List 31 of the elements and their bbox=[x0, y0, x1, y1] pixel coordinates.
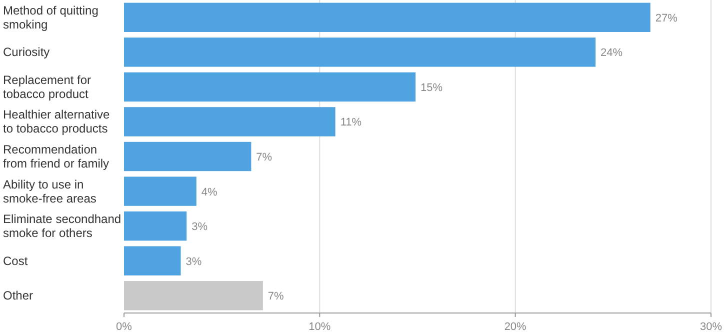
y-tick-label: Recommendation from friend or family bbox=[3, 142, 110, 170]
y-tick-label: Healthier alternative to tobacco products bbox=[3, 108, 110, 136]
data-label: 24% bbox=[600, 47, 623, 60]
y-tick-label: Ability to use in smoke-free areas bbox=[3, 177, 96, 206]
y-tick-label: Other bbox=[3, 288, 34, 303]
y-tick-label: Eliminate secondhand smoke for others bbox=[3, 212, 122, 240]
bar bbox=[124, 211, 187, 241]
y-tick-label: Replacement for tobacco product bbox=[3, 72, 92, 101]
x-tick-label: 0% bbox=[116, 321, 132, 333]
y-tick-label: Cost bbox=[3, 254, 28, 268]
y-tick-label: Method of quitting smoking bbox=[3, 3, 98, 32]
data-label: 7% bbox=[268, 290, 284, 303]
x-tick-label: 30% bbox=[700, 321, 722, 333]
bar bbox=[124, 2, 650, 32]
data-label: 3% bbox=[192, 221, 208, 234]
bar bbox=[124, 246, 181, 276]
bar bbox=[124, 72, 416, 102]
data-label: 7% bbox=[256, 152, 272, 164]
x-tick-label: 20% bbox=[504, 321, 527, 333]
data-label: 4% bbox=[201, 186, 218, 198]
bar bbox=[124, 38, 596, 67]
data-label: 3% bbox=[186, 256, 202, 268]
y-tick-label: Curiosity bbox=[3, 45, 50, 60]
bar bbox=[124, 142, 252, 172]
bar bbox=[124, 107, 336, 136]
bar bbox=[124, 176, 196, 206]
data-label: 15% bbox=[420, 82, 443, 94]
data-label: 27% bbox=[655, 12, 678, 24]
data-label: 11% bbox=[340, 116, 362, 129]
x-tick-label: 10% bbox=[308, 321, 331, 333]
bar bbox=[124, 281, 263, 310]
